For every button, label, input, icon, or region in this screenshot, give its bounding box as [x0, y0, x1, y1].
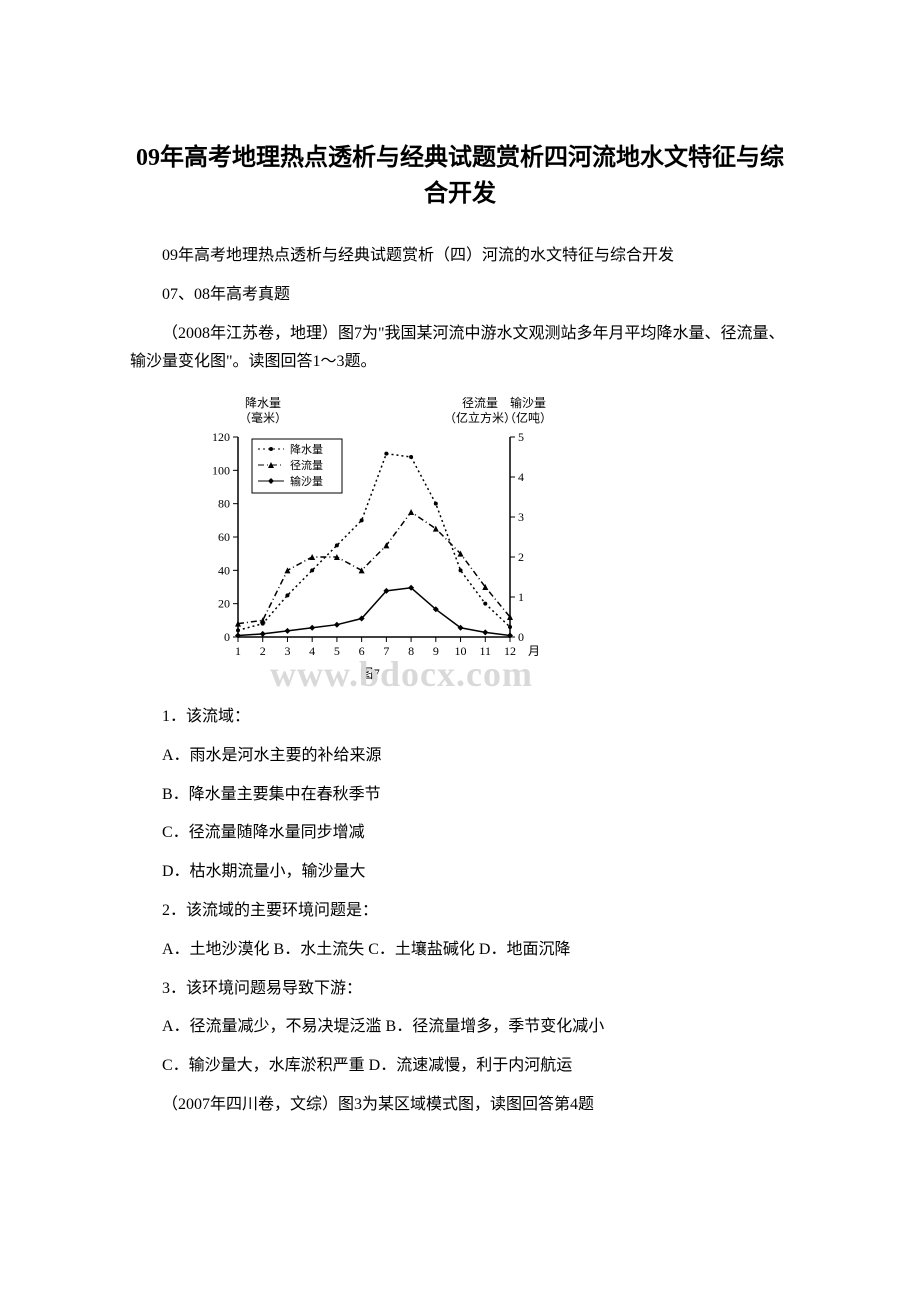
svg-text:（毫米）: （毫米） — [239, 410, 287, 425]
svg-text:5: 5 — [518, 430, 524, 444]
q1-option-d: D．枯水期流量小，输沙量大 — [130, 858, 790, 887]
q3-options-cd: C．输沙量大，水库淤积严重 D．流速减慢，利于内河航运 — [130, 1052, 790, 1081]
q2-stem: 2．该流域的主要环境问题是： — [130, 897, 790, 926]
svg-text:40: 40 — [218, 564, 230, 578]
intro-line-2: 07、08年高考真题 — [130, 281, 790, 310]
svg-text:月: 月 — [528, 644, 540, 658]
q3-options-ab: A．径流量减少，不易决堤泛滥 B．径流量增多，季节变化减小 — [130, 1013, 790, 1042]
question-stem-4: （2007年四川卷，文综）图3为某区域模式图，读图回答第4题 — [130, 1091, 790, 1120]
svg-text:1: 1 — [518, 590, 524, 604]
svg-text:10: 10 — [455, 644, 467, 658]
page-title: 09年高考地理热点透析与经典试题赏析四河流地水文特征与综合开发 — [130, 140, 790, 212]
q3-stem: 3．该环境问题易导致下游： — [130, 975, 790, 1004]
svg-text:9: 9 — [433, 644, 439, 658]
svg-text:3: 3 — [518, 510, 524, 524]
svg-text:11: 11 — [479, 644, 491, 658]
svg-text:4: 4 — [309, 644, 315, 658]
q2-options: A．土地沙漠化 B．水土流失 C．土壤盐碱化 D．地面沉降 — [130, 936, 790, 965]
svg-text:12: 12 — [504, 644, 516, 658]
q1-option-b: B．降水量主要集中在春秋季节 — [130, 781, 790, 810]
svg-text:20: 20 — [218, 597, 230, 611]
svg-text:8: 8 — [408, 644, 414, 658]
svg-text:0: 0 — [224, 630, 230, 644]
svg-text:7: 7 — [383, 644, 389, 658]
intro-line-1: 09年高考地理热点透析与经典试题赏析（四）河流的水文特征与综合开发 — [130, 242, 790, 271]
q1-option-a: A．雨水是河水主要的补给来源 — [130, 742, 790, 771]
svg-text:图7: 图7 — [360, 666, 380, 681]
svg-text:0: 0 — [518, 630, 524, 644]
svg-text:4: 4 — [518, 470, 524, 484]
q1-option-c: C．径流量随降水量同步增减 — [130, 819, 790, 848]
figure-7-chart: 降水量（毫米）径流量（亿立方米）输沙量（亿吨）02040608010012001… — [190, 392, 550, 682]
svg-text:2: 2 — [260, 644, 266, 658]
svg-text:径流量: 径流量 — [290, 458, 323, 472]
figure-7-container: 降水量（毫米）径流量（亿立方米）输沙量（亿吨）02040608010012001… — [190, 392, 550, 693]
question-stem-1to3: （2008年江苏卷，地理）图7为"我国某河流中游水文观测站多年月平均降水量、径流… — [130, 320, 790, 378]
svg-text:（亿吨）: （亿吨） — [504, 410, 550, 425]
q1-stem: 1．该流域： — [130, 703, 790, 732]
svg-text:降水量: 降水量 — [290, 442, 323, 456]
svg-text:6: 6 — [359, 644, 365, 658]
svg-text:降水量: 降水量 — [245, 396, 281, 410]
svg-text:5: 5 — [334, 644, 340, 658]
svg-text:80: 80 — [218, 497, 230, 511]
svg-text:1: 1 — [235, 644, 241, 658]
svg-text:2: 2 — [518, 550, 524, 564]
svg-text:120: 120 — [212, 430, 230, 444]
svg-text:3: 3 — [284, 644, 290, 658]
svg-text:输沙量: 输沙量 — [290, 474, 323, 488]
svg-text:60: 60 — [218, 530, 230, 544]
svg-text:100: 100 — [212, 464, 230, 478]
svg-text:径流量: 径流量 — [462, 396, 498, 410]
svg-text:输沙量: 输沙量 — [510, 395, 546, 410]
